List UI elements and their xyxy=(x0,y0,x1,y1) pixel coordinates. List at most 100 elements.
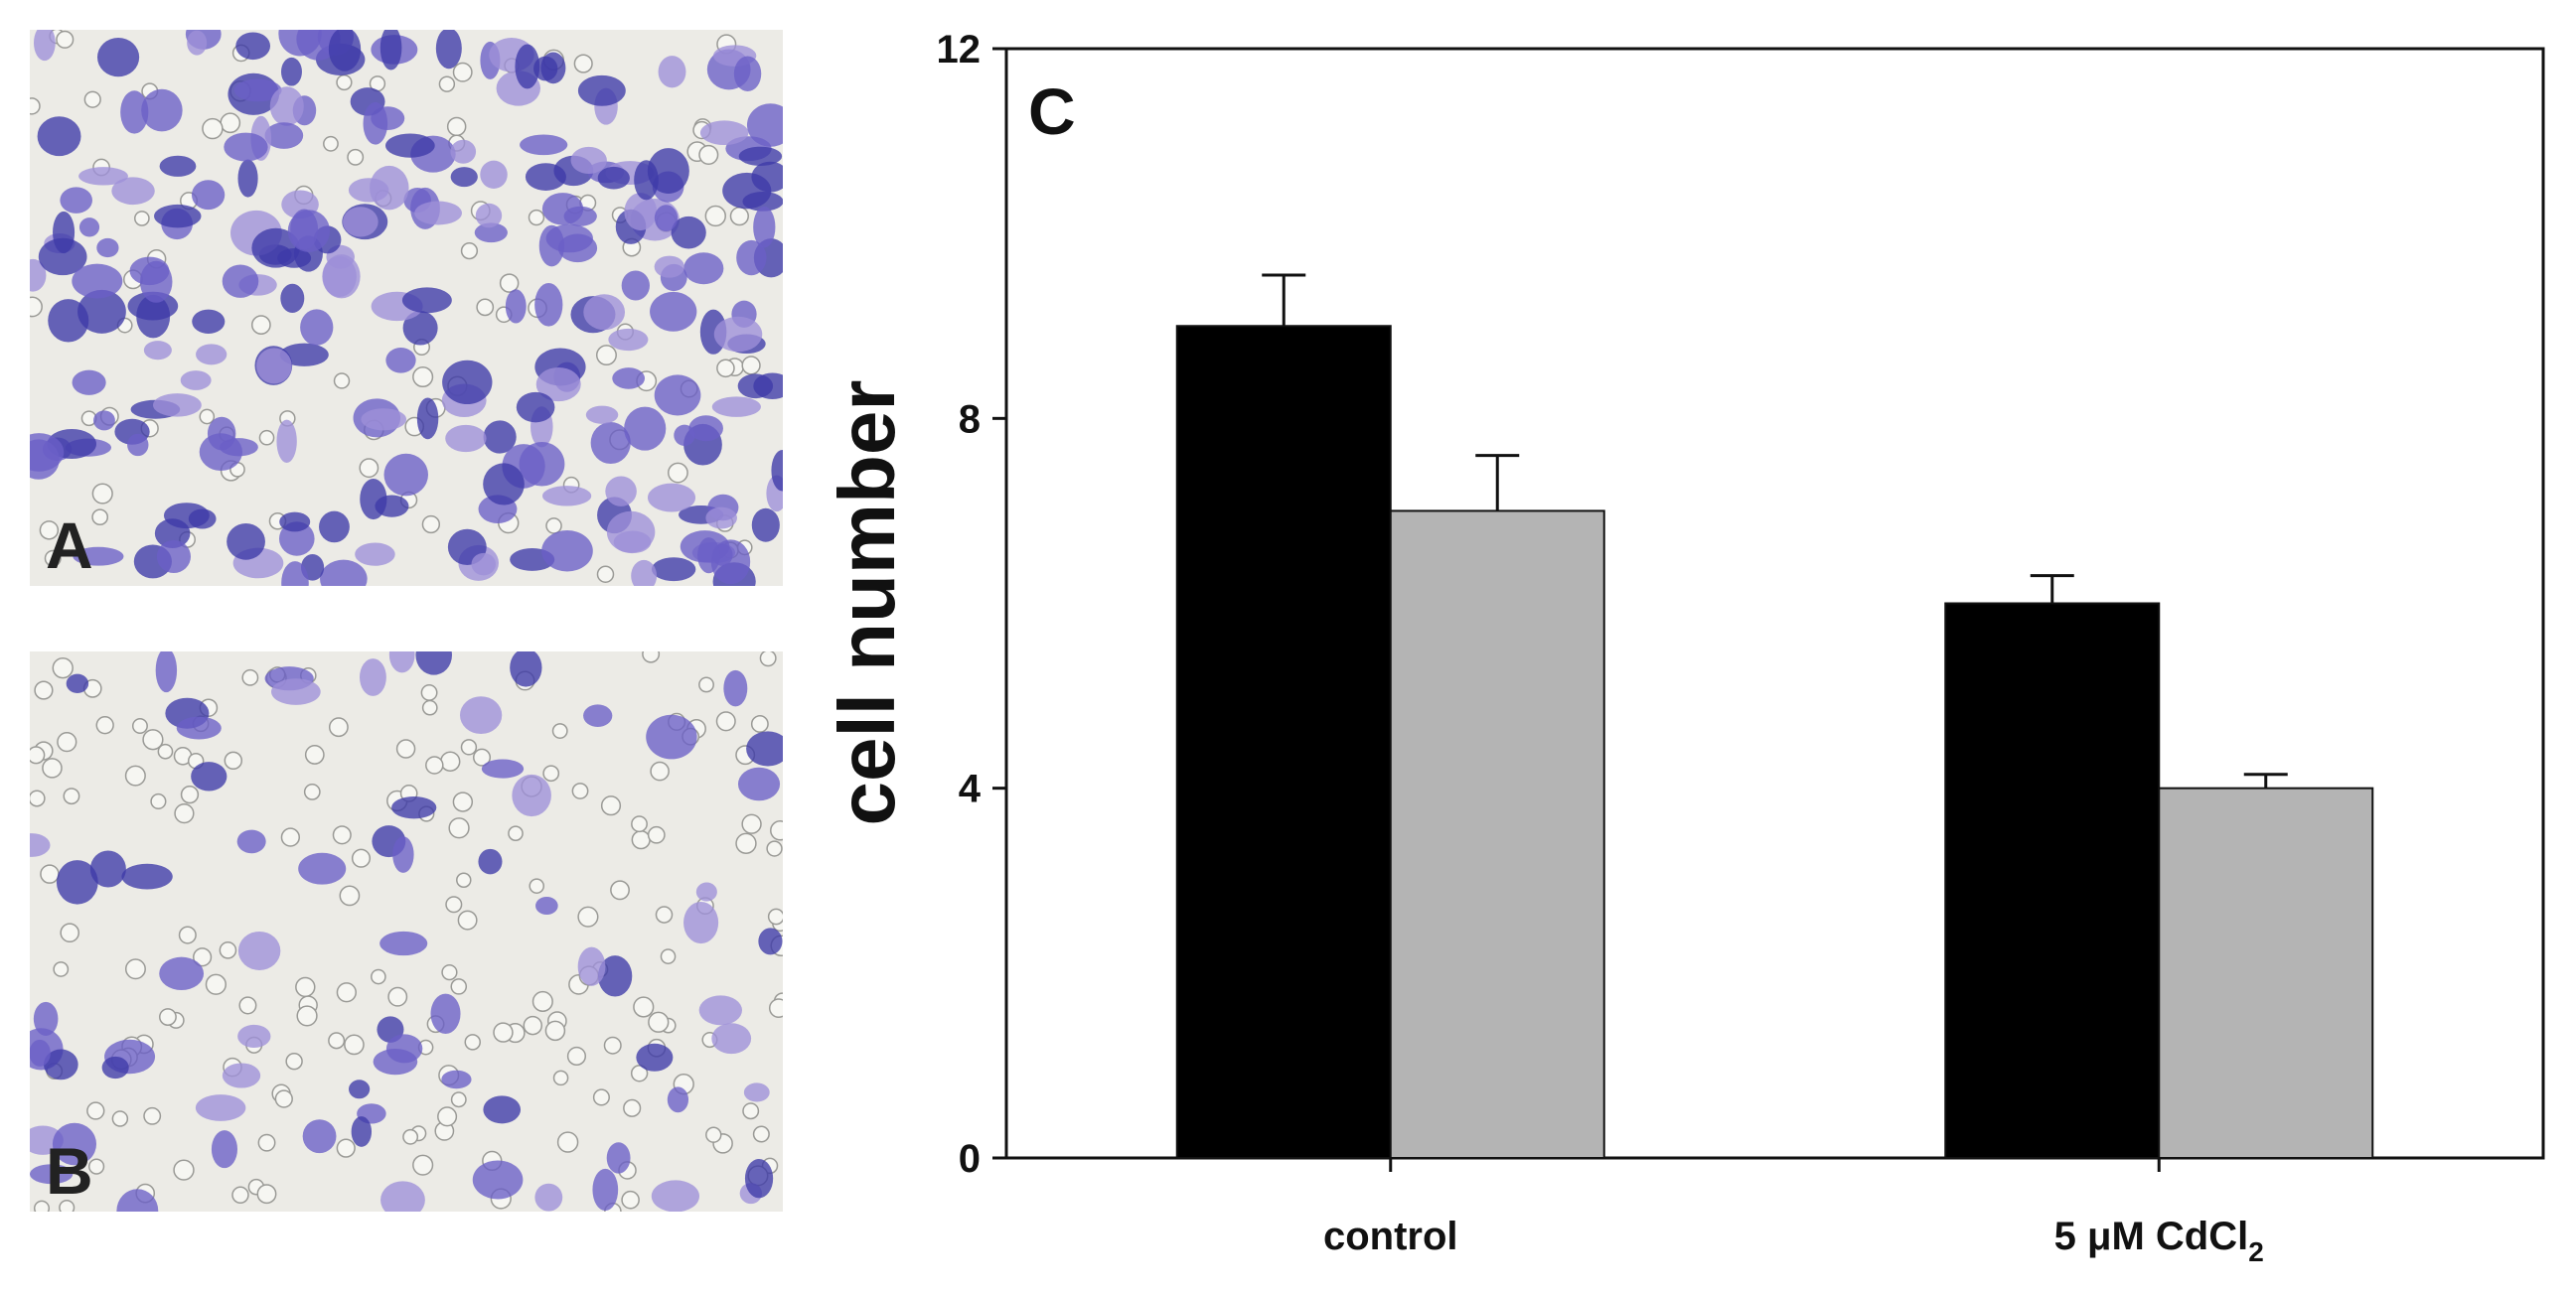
pore-ring xyxy=(571,783,589,799)
pore-ring xyxy=(205,973,227,995)
pore-ring xyxy=(323,135,339,152)
stained-cell xyxy=(542,486,592,506)
stained-cell xyxy=(541,193,584,225)
category-label: control xyxy=(1323,1215,1458,1258)
pore-ring xyxy=(452,62,473,82)
micrograph-b-cells xyxy=(30,651,783,1212)
pore-ring xyxy=(464,1034,482,1051)
pore-ring xyxy=(633,996,655,1018)
pore-ring xyxy=(642,651,661,663)
pore-ring xyxy=(552,1070,569,1086)
pore-ring xyxy=(241,668,259,686)
stained-cell xyxy=(38,237,87,276)
micrograph-b: B xyxy=(30,651,783,1212)
stained-cell xyxy=(585,405,619,424)
pore-ring xyxy=(159,1008,177,1026)
stained-cell xyxy=(590,421,631,465)
pore-ring xyxy=(551,723,568,739)
pore-ring xyxy=(472,748,492,767)
stained-cell xyxy=(44,1049,78,1081)
stained-cell xyxy=(583,704,613,727)
stained-cell xyxy=(279,343,329,366)
stained-cell xyxy=(621,270,650,301)
pore-ring xyxy=(437,1106,458,1127)
stained-cell xyxy=(450,167,478,188)
pore-ring xyxy=(150,793,167,810)
pore-ring xyxy=(339,885,361,907)
pore-ring xyxy=(303,783,321,800)
stained-cell xyxy=(478,848,503,875)
stained-cell xyxy=(402,311,438,346)
stained-cell xyxy=(515,44,540,89)
pore-ring xyxy=(328,717,349,738)
stained-cell xyxy=(535,366,581,402)
stained-cell xyxy=(391,796,437,819)
stained-cell xyxy=(654,255,684,278)
pore-ring xyxy=(178,926,197,944)
panel-label-a: A xyxy=(46,508,93,582)
stained-cell xyxy=(73,546,124,566)
pore-ring xyxy=(193,947,213,967)
stained-cell xyxy=(744,1158,774,1199)
stained-cell xyxy=(634,160,659,201)
panel-label-c: C xyxy=(1028,74,1076,148)
pore-ring xyxy=(30,746,46,765)
pore-ring xyxy=(83,90,101,108)
stained-cell xyxy=(746,103,783,147)
stained-cell xyxy=(101,1056,129,1080)
stained-cell xyxy=(771,450,783,492)
stained-cell xyxy=(738,146,783,166)
pore-ring xyxy=(768,998,783,1019)
pore-ring xyxy=(231,1186,249,1205)
pore-ring xyxy=(91,508,109,526)
pore-ring xyxy=(573,54,593,73)
pore-ring xyxy=(387,986,408,1007)
stained-cell xyxy=(505,289,527,324)
pore-ring xyxy=(735,832,757,854)
pore-ring xyxy=(759,651,777,667)
stained-cell xyxy=(280,283,305,313)
stained-cell xyxy=(483,463,525,505)
pore-ring xyxy=(648,1011,670,1033)
stained-cell xyxy=(251,227,300,268)
stained-cell xyxy=(583,294,626,331)
stained-cell xyxy=(475,203,503,228)
pore-ring xyxy=(33,1200,51,1212)
stained-cell xyxy=(322,254,361,299)
y-tick-label: 8 xyxy=(959,397,981,441)
pore-ring xyxy=(452,792,474,812)
stained-cell xyxy=(72,369,106,395)
stained-cell xyxy=(379,931,428,956)
stained-cell xyxy=(281,57,302,86)
stained-cell xyxy=(66,673,89,693)
pore-ring xyxy=(542,765,560,783)
stained-cell xyxy=(646,714,697,760)
stained-cell xyxy=(235,32,271,61)
stained-cell xyxy=(654,205,679,231)
stained-cell xyxy=(37,116,81,157)
pore-ring xyxy=(698,676,714,693)
stained-cell xyxy=(33,1001,59,1036)
stained-cell xyxy=(237,159,258,198)
stained-cell xyxy=(191,762,227,792)
stained-cell xyxy=(697,537,720,574)
pore-ring xyxy=(493,1022,514,1043)
stained-cell xyxy=(541,530,593,572)
pore-ring xyxy=(623,1098,642,1117)
pore-ring xyxy=(256,1184,277,1205)
stained-cell xyxy=(360,658,386,696)
y-tick-label: 12 xyxy=(937,28,982,72)
stained-cell xyxy=(483,420,517,454)
stained-cell xyxy=(361,408,407,431)
pore-ring xyxy=(770,820,783,841)
stained-cell xyxy=(636,1043,674,1072)
pore-ring xyxy=(395,739,416,759)
stained-cell xyxy=(534,1183,563,1212)
pore-ring xyxy=(87,1158,105,1175)
stained-cell xyxy=(159,155,197,177)
pore-ring xyxy=(359,458,379,479)
pore-ring xyxy=(86,1101,105,1120)
stained-cell xyxy=(256,348,292,384)
pore-ring xyxy=(124,765,146,787)
stained-cell xyxy=(612,367,646,389)
